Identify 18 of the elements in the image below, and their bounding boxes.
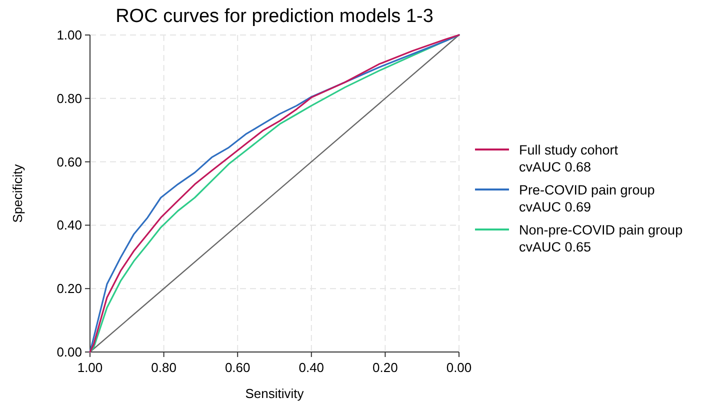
legend-label: Full study cohort cvAUC 0.68 — [519, 142, 618, 174]
y-tick-label: 0.20 — [56, 281, 82, 296]
x-tick-label: 0.40 — [298, 360, 324, 375]
x-axis-title: Sensitivity — [245, 386, 304, 401]
x-tick-label: 0.60 — [224, 360, 250, 375]
y-tick-label: 0.40 — [56, 218, 82, 233]
chart-title: ROC curves for prediction models 1-3 — [116, 6, 434, 27]
legend-label: Pre-COVID pain group cvAUC 0.69 — [519, 182, 655, 214]
y-tick-label: 0.00 — [56, 344, 82, 360]
x-tick-label: 1.00 — [77, 360, 103, 375]
x-tick-label: 0.00 — [446, 360, 472, 375]
y-tick-label: 0.80 — [56, 90, 82, 106]
x-tick-label: 0.20 — [372, 360, 398, 375]
x-tick-label: 0.80 — [151, 360, 176, 375]
y-tick-label: 1.00 — [56, 28, 82, 42]
y-tick-label: 0.60 — [56, 154, 82, 170]
y-axis-title: Specificity — [10, 164, 25, 223]
legend-label: Non-pre-COVID pain group cvAUC 0.65 — [519, 222, 683, 254]
